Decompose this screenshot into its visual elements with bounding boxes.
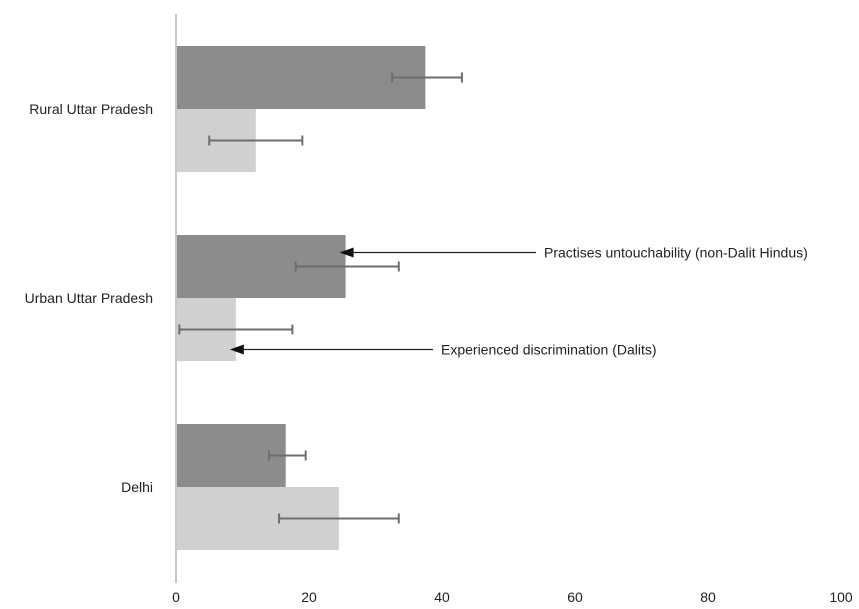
error-bar: [278, 513, 400, 524]
error-bars-layer: [178, 72, 463, 524]
error-bar: [178, 324, 294, 335]
error-bar: [208, 135, 304, 146]
x-tick-label: 80: [700, 589, 716, 605]
bars-layer: [176, 46, 426, 550]
annotation-text: Practises untouchability (non-Dalit Hind…: [544, 245, 808, 261]
bar: [176, 46, 426, 109]
category-label: Delhi: [121, 479, 153, 495]
error-bar: [391, 72, 463, 83]
category-label: Rural Uttar Pradesh: [29, 101, 153, 117]
category-labels: Rural Uttar Pradesh Urban Uttar Pradesh De…: [25, 101, 153, 495]
error-bar: [294, 261, 400, 272]
annotation-arrowhead: [229, 344, 244, 355]
annotation-text: Experienced discrimination (Dalits): [441, 342, 657, 358]
x-tick-label: 100: [829, 589, 853, 605]
x-tick-label: 40: [434, 589, 450, 605]
x-tick-label: 20: [301, 589, 317, 605]
x-tick-labels: 0 20 40 60 80 100: [172, 589, 853, 605]
category-label: Urban Uttar Pradesh: [25, 290, 153, 306]
bar: [176, 424, 286, 487]
annotations: Practises untouchability (non-Dalit Hind…: [229, 245, 808, 358]
error-bar: [268, 450, 307, 461]
x-tick-label: 60: [567, 589, 583, 605]
annotation-arrowhead: [339, 247, 354, 258]
annotation: Practises untouchability (non-Dalit Hind…: [339, 245, 808, 261]
annotation: Experienced discrimination (Dalits): [229, 342, 657, 358]
x-tick-label: 0: [172, 589, 180, 605]
